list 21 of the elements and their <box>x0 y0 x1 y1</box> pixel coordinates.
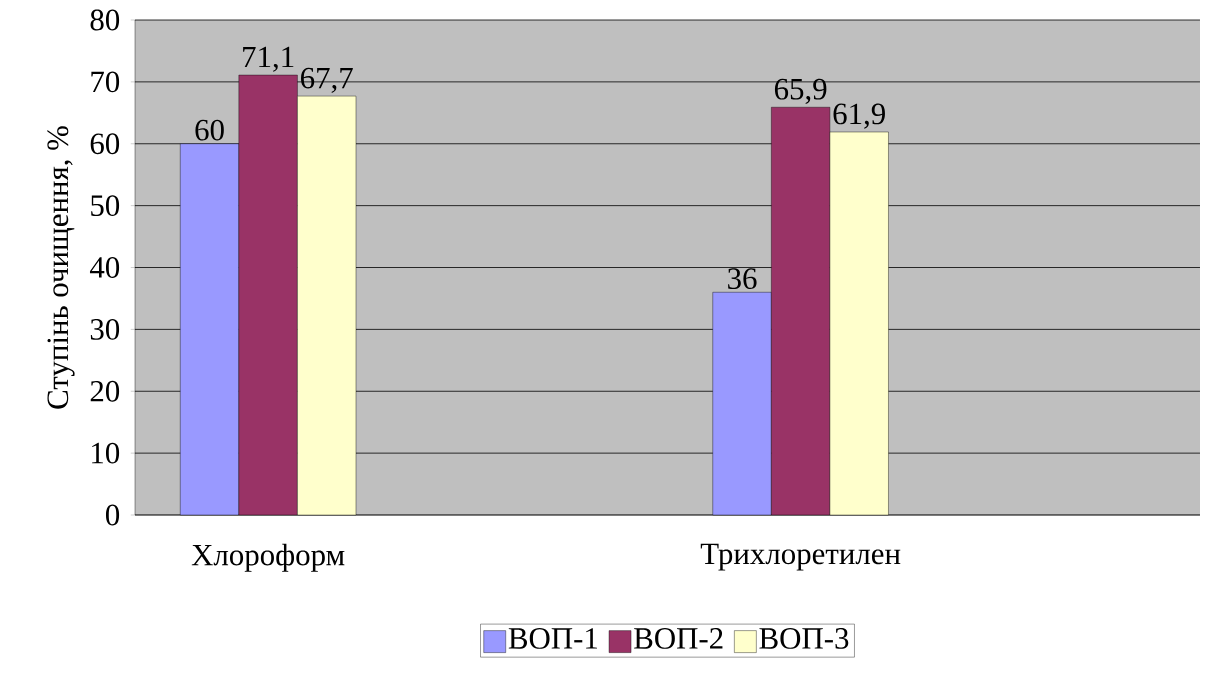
data-label: 71,1 <box>243 46 294 72</box>
y-tick-label: 50 <box>91 195 120 217</box>
legend-label: ВОП-2 <box>634 628 723 649</box>
data-label: 67,7 <box>301 67 353 93</box>
y-tick-label: 40 <box>89 257 120 278</box>
y-tick-label: 20 <box>90 380 120 402</box>
y-axis-title: Ступінь очищення, % <box>47 126 75 409</box>
data-label: 60 <box>195 119 224 141</box>
y-tick-label: 60 <box>90 133 120 155</box>
data-label: 61,9 <box>833 103 885 129</box>
x-tick-label: Хлороформ <box>191 543 345 572</box>
legend-label: ВОП-1 <box>508 628 597 649</box>
y-tick-label: 0 <box>105 504 120 526</box>
x-tick-label: Трихлоретилен <box>700 543 901 571</box>
y-tick-label: 80 <box>90 9 120 31</box>
legend-label: ВОП-3 <box>759 628 849 649</box>
data-label: 36 <box>728 268 757 290</box>
y-tick-label: 30 <box>90 318 120 340</box>
data-label: 65,9 <box>774 78 827 105</box>
y-tick-label: 70 <box>91 71 120 93</box>
y-tick-label: 10 <box>92 442 120 464</box>
